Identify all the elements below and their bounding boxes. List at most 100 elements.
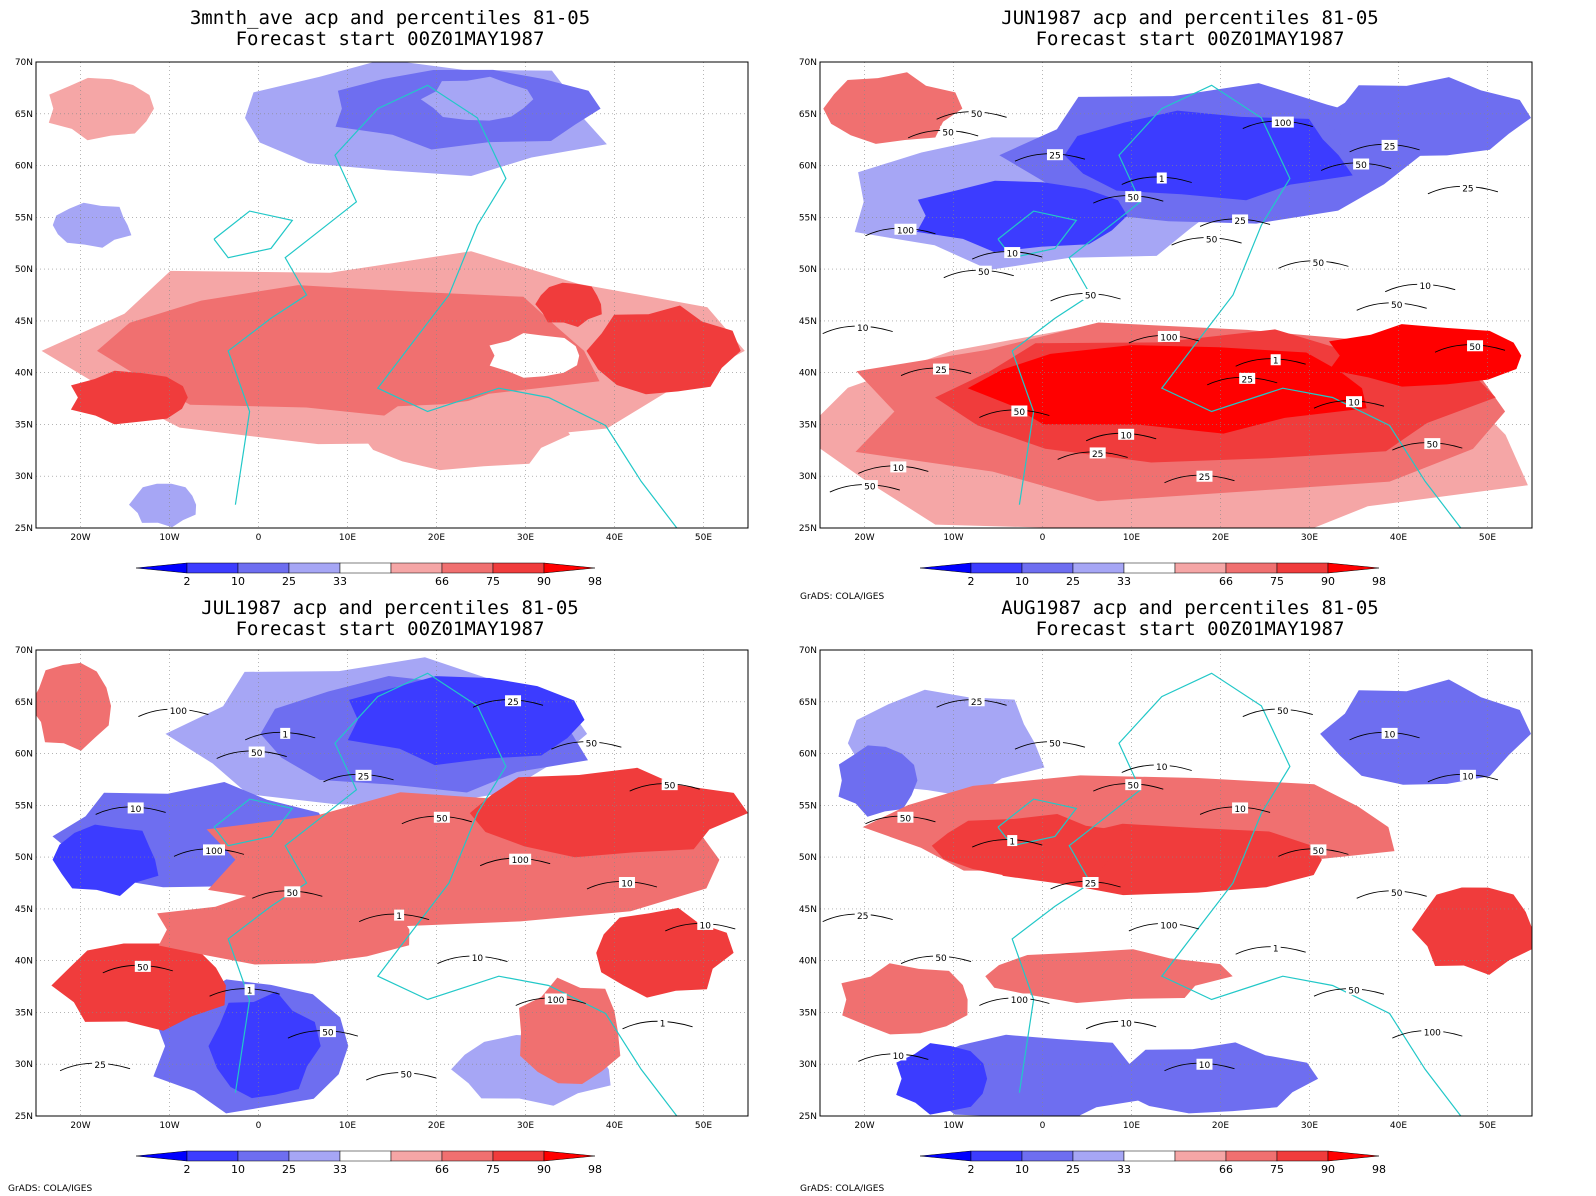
contour-label-bg <box>1388 298 1405 310</box>
shaded-region <box>361 398 570 471</box>
coastline <box>213 210 294 259</box>
contour-label-bg <box>127 802 144 814</box>
contour-label: 1 <box>1009 838 1015 848</box>
lat-label: 35N <box>799 420 817 430</box>
contour-label-bg <box>203 844 225 856</box>
lat-label: 60N <box>15 162 33 172</box>
contour-label: 10 <box>1348 399 1360 409</box>
contour-label: 50 <box>1049 740 1061 750</box>
colorbar-label: 66 <box>435 1163 449 1176</box>
panel-title: AUG1987 acp and percentiles 81-05 Foreca… <box>1001 597 1379 640</box>
lat-label: 70N <box>15 58 33 68</box>
shaded-region <box>51 943 226 1031</box>
colorbar-label: 75 <box>1270 1163 1284 1176</box>
contour-label-bg <box>1381 727 1398 739</box>
colorbar-label: 25 <box>282 1163 296 1176</box>
lat-label: 30N <box>15 1060 33 1070</box>
map-frame <box>35 61 749 529</box>
coastline <box>1011 672 1462 1116</box>
contour-label: 1 <box>1273 357 1279 367</box>
contour-label-bg <box>1082 289 1099 300</box>
lon-label: 20W <box>854 1121 874 1131</box>
contour-label-bg <box>433 811 450 823</box>
contour-label: 50 <box>1427 441 1439 451</box>
lat-label: 60N <box>15 750 33 760</box>
contour-label: 50 <box>1128 782 1140 792</box>
contour-label: 50 <box>401 1071 413 1081</box>
contour-label-bg <box>618 877 635 888</box>
coastline <box>213 798 294 847</box>
colorbar-label: 33 <box>333 1163 347 1176</box>
contour-label: 10 <box>1199 1061 1211 1071</box>
lon-label: 0 <box>1040 533 1046 543</box>
lon-label: 10W <box>159 533 179 543</box>
contour-label: 100 <box>1274 119 1291 129</box>
contour-label: 100 <box>547 996 564 1006</box>
lat-label: 70N <box>799 58 817 68</box>
contour-label: 50 <box>1277 707 1289 717</box>
shaded-region <box>823 72 963 144</box>
contour-label: 25 <box>1085 880 1096 890</box>
contour-label: 50 <box>322 1029 334 1039</box>
contour-label-bg <box>319 1026 336 1038</box>
contour-label-bg <box>1232 802 1249 814</box>
contour-label-bg <box>1346 984 1362 996</box>
shaded-region <box>420 76 534 121</box>
lat-label: 55N <box>799 801 817 811</box>
lon-label: 20W <box>70 1121 90 1131</box>
contour-label-bg <box>1232 214 1249 226</box>
lon-label: 30E <box>517 533 534 543</box>
colorbar-swatch <box>1225 1150 1278 1162</box>
shaded-region <box>70 370 188 425</box>
contour-label-bg <box>1270 942 1281 954</box>
colorbar-label: 90 <box>1321 575 1335 588</box>
colorbar-label: 90 <box>537 1163 551 1176</box>
contour-label: 1 <box>396 912 402 922</box>
colorbar-arrow-right <box>543 562 596 574</box>
contour-label-bg <box>1157 330 1180 342</box>
contour-label: 25 <box>1384 142 1395 152</box>
shaded-region <box>841 963 968 1035</box>
coastline <box>1011 84 1462 528</box>
contour-label-bg <box>897 811 914 823</box>
contour-label: 10 <box>1156 763 1168 773</box>
contour-label-bg <box>1046 149 1063 161</box>
colorbar-arrow-left <box>919 1150 972 1162</box>
contour-label-bg <box>92 1058 109 1070</box>
contour-label-bg <box>1196 470 1213 482</box>
colorbar-label: 33 <box>333 575 347 588</box>
lat-label: 25N <box>15 524 33 534</box>
lon-label: 0 <box>1040 1121 1046 1131</box>
contour-label: 50 <box>1313 847 1325 857</box>
lat-label: 65N <box>15 110 33 120</box>
map-frame <box>35 649 749 1117</box>
colorbar-label: 10 <box>1015 1163 1029 1176</box>
contour-label: 25 <box>1462 184 1473 194</box>
grads-credit: GrADS: COLA/IGES <box>8 1184 93 1194</box>
colorbar-arrow-right <box>543 1150 596 1162</box>
contour-label: 25 <box>507 698 518 708</box>
lat-label: 35N <box>799 1008 817 1018</box>
colorbar-swatch <box>970 1150 1023 1162</box>
contour-label: 25 <box>1199 473 1210 483</box>
contour-label: 50 <box>251 749 263 759</box>
lat-label: 60N <box>799 162 817 172</box>
contour-label-bg <box>1118 1016 1135 1028</box>
colorbar-label: 10 <box>231 1163 245 1176</box>
contour-label-bg <box>583 737 600 749</box>
contour-label-bg <box>280 727 291 739</box>
shaded-region <box>1107 1042 1319 1114</box>
colorbar-label: 98 <box>588 575 602 588</box>
contour-label: 50 <box>971 110 983 120</box>
contour-label-bg <box>1424 438 1441 450</box>
lon-label: 30E <box>1301 533 1318 543</box>
panel-title: JUN1987 acp and percentiles 81-05 Foreca… <box>1001 7 1379 50</box>
lat-label: 40N <box>15 369 33 379</box>
lon-label: 40E <box>606 1121 623 1131</box>
colorbar-label: 25 <box>1066 1163 1080 1176</box>
colorbar-swatch <box>1072 1150 1125 1162</box>
colorbar-label: 25 <box>282 575 296 588</box>
contour-label-bg <box>355 769 372 781</box>
